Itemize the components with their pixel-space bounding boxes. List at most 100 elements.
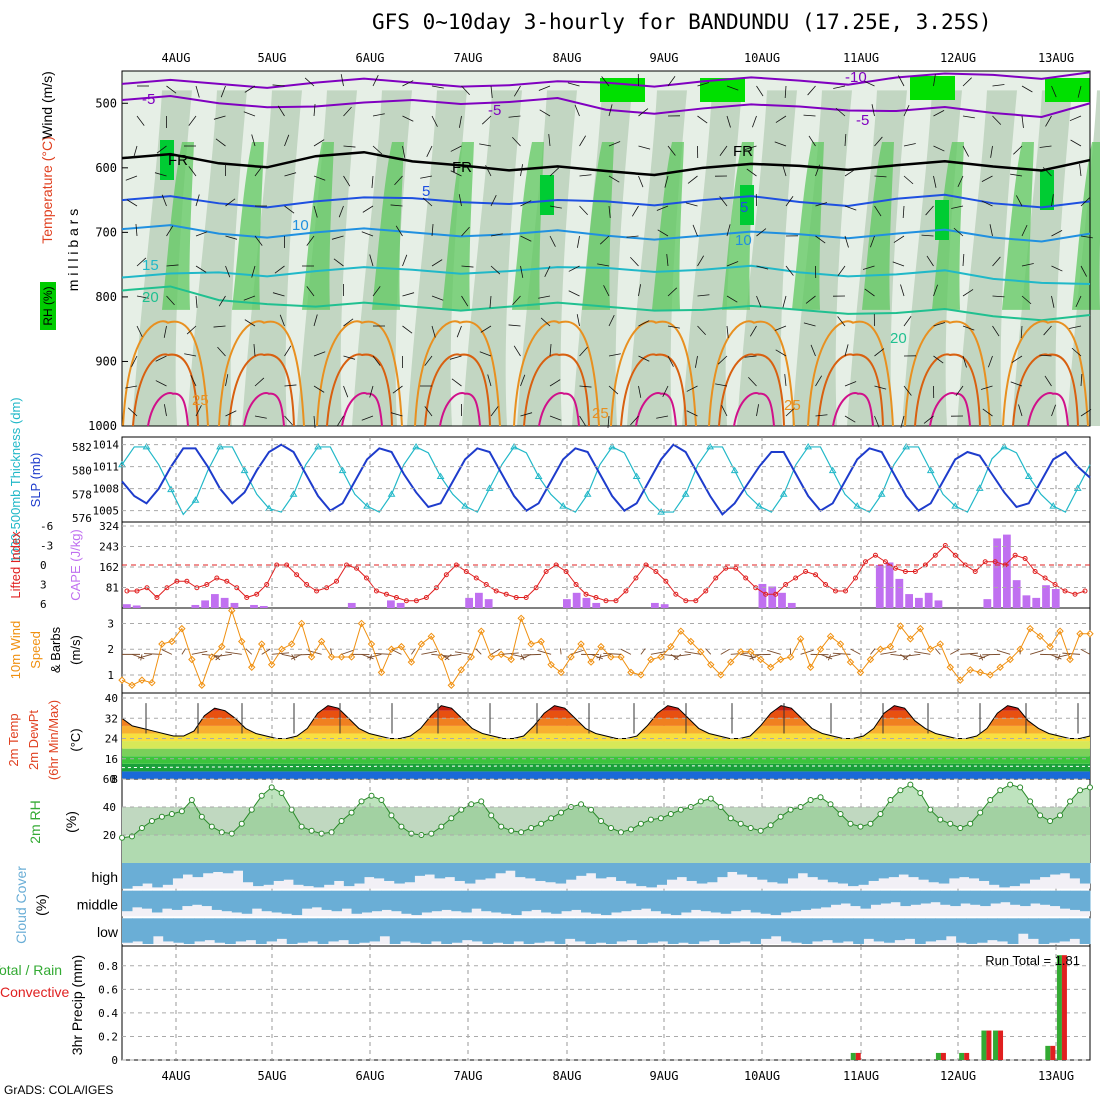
wind-barb xyxy=(127,407,138,417)
rh-marker xyxy=(378,797,385,803)
wind-barb xyxy=(666,254,669,267)
wind-barb xyxy=(136,115,145,126)
wind-barb xyxy=(272,84,285,87)
precip-convective-bar xyxy=(1061,955,1067,1060)
wind-barb xyxy=(955,385,964,396)
wind-barb xyxy=(990,145,993,158)
cape-bar xyxy=(387,600,395,608)
rh-moist-band xyxy=(1072,142,1100,310)
cape-bar xyxy=(582,597,591,608)
wind-barb xyxy=(402,254,408,267)
wind-barb xyxy=(461,226,470,237)
cape-tick-label: 243 xyxy=(99,541,119,554)
li-tick-label: 0 xyxy=(40,559,47,572)
wind-barb xyxy=(1069,325,1082,329)
wind-barb xyxy=(1021,224,1028,237)
cloud-cell xyxy=(660,890,672,914)
cloud-cell xyxy=(401,890,412,914)
wind-barb xyxy=(805,295,816,304)
wind-barb xyxy=(1043,325,1052,336)
panel-frame xyxy=(121,70,1091,427)
rh-marker xyxy=(1057,812,1064,819)
cloud-cell xyxy=(430,918,442,942)
cloud-cell xyxy=(878,863,889,879)
wind-barb xyxy=(190,375,197,387)
li-marker xyxy=(154,595,160,600)
cloud-cell xyxy=(873,918,885,942)
rh-marker xyxy=(947,820,954,827)
barbs-axis-label: & Barbs xyxy=(48,626,63,673)
thickness-tick-label: 580 xyxy=(72,465,92,478)
cloud-cell xyxy=(822,918,834,941)
series-line-2m-temp xyxy=(121,705,1091,740)
pressure-tick-label: 1000 xyxy=(88,419,117,433)
cloud-cell xyxy=(441,918,453,944)
contour-label: -5 xyxy=(856,112,869,129)
wind-barb xyxy=(402,325,413,334)
wind-barb xyxy=(277,105,285,117)
rh-saturated-patch xyxy=(935,200,949,240)
wind-barb xyxy=(343,318,354,327)
cloud-cell xyxy=(142,918,154,944)
cloud-cell xyxy=(940,890,951,905)
cloud-cell xyxy=(255,918,267,944)
cloud-cell xyxy=(719,918,731,944)
wind-barb xyxy=(1010,381,1023,387)
thickness-marker xyxy=(926,466,935,474)
cloud-cell xyxy=(780,890,792,913)
wind-barb xyxy=(903,143,916,147)
wind-barb xyxy=(608,353,621,357)
cloud-cell xyxy=(551,890,562,914)
cloud-cell xyxy=(533,918,545,943)
wind-barb xyxy=(697,255,705,267)
cloud-cell xyxy=(842,918,854,942)
cloud-cell xyxy=(900,890,911,907)
cape-bar xyxy=(132,605,141,608)
wind-barb xyxy=(338,205,344,218)
wind-barb xyxy=(1018,404,1023,417)
wind-barb xyxy=(313,314,318,327)
cloud-cell xyxy=(956,918,967,943)
isotherm-30-dome xyxy=(1012,353,1079,427)
cloud-cell xyxy=(729,918,741,943)
cloud-cell xyxy=(1048,918,1060,943)
cloud-cell xyxy=(860,890,871,909)
wind-tick-label: 1 xyxy=(107,669,114,682)
wind-barb xyxy=(726,224,731,237)
wind-barb xyxy=(576,314,580,327)
wind-barb xyxy=(215,654,223,661)
thickness-tick-label: 576 xyxy=(72,512,92,525)
cloud-cell xyxy=(870,890,881,905)
temp-color-band xyxy=(122,763,1090,772)
wind-barb xyxy=(933,110,945,117)
wind-barb xyxy=(684,651,701,655)
cloud-cell xyxy=(162,863,173,885)
wind-barb xyxy=(213,115,226,120)
rh-marker xyxy=(518,829,525,836)
rh-marker xyxy=(1047,818,1054,824)
cloud-cell xyxy=(700,890,712,912)
cloud-cell xyxy=(666,863,678,880)
wind-barb xyxy=(1051,295,1055,308)
cloud-cell xyxy=(636,863,647,887)
li-marker xyxy=(204,582,210,587)
contour-label: 25 xyxy=(592,405,609,422)
bottom-date-label: 12AUG xyxy=(940,1069,976,1083)
wind-barb xyxy=(933,74,936,87)
rh-marker xyxy=(817,794,824,801)
cloud-cell xyxy=(132,918,144,942)
wind-barb xyxy=(188,166,197,177)
series-line-lifted-index xyxy=(126,544,1086,602)
wind-barb xyxy=(225,235,238,240)
cloud-cell xyxy=(730,890,742,912)
cloud-cell xyxy=(235,918,247,942)
wind-barb xyxy=(782,295,787,308)
cape-bar xyxy=(875,564,884,608)
wind-barb xyxy=(705,648,712,655)
wind-barb xyxy=(782,164,787,177)
wind-barb xyxy=(962,145,969,157)
cloud-cell xyxy=(706,863,718,883)
cloud-cell xyxy=(850,890,861,907)
wind-barb xyxy=(1062,652,1081,655)
wind-barb xyxy=(874,175,887,178)
